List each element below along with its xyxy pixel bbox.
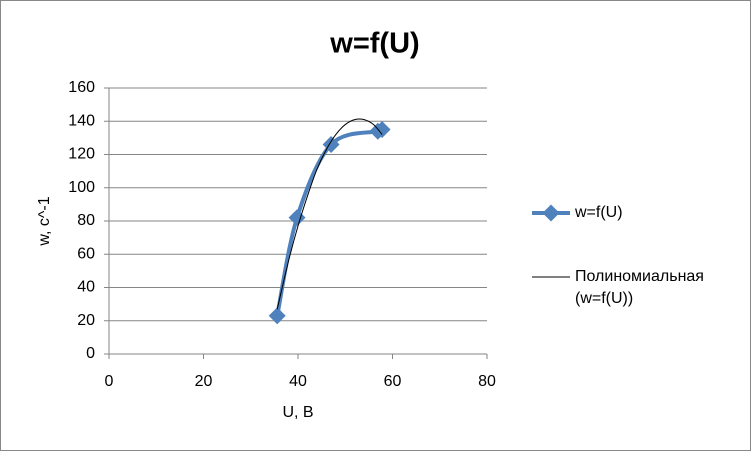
y-tick-label: 160 (68, 79, 95, 96)
x-tick-label: 20 (195, 373, 213, 390)
trendline (276, 118, 383, 310)
y-tick-label: 100 (68, 179, 95, 196)
x-tick-label: 40 (289, 373, 307, 390)
legend-label: Полиномиальная (w=f(U)) (575, 268, 704, 307)
chart-title: w=f(U) (329, 28, 419, 60)
y-tick-label: 120 (68, 146, 95, 163)
y-tick-label: 0 (86, 345, 95, 362)
x-tick-label: 80 (478, 373, 496, 390)
y-tick-label: 20 (77, 312, 95, 329)
legend-label: w=f(U) (575, 204, 623, 221)
marker (268, 307, 286, 325)
y-tick-label: 60 (77, 245, 95, 262)
y-tick-label: 80 (77, 212, 95, 229)
y-tick-label: 140 (68, 112, 95, 129)
legend-marker (542, 204, 560, 222)
x-tick-label: 60 (384, 373, 402, 390)
y-axis-label: w, с^-1 (36, 196, 53, 246)
x-axis-label: U, В (282, 404, 313, 421)
y-tick-label: 40 (77, 279, 95, 296)
marker (373, 121, 391, 139)
x-tick-label: 0 (105, 373, 114, 390)
